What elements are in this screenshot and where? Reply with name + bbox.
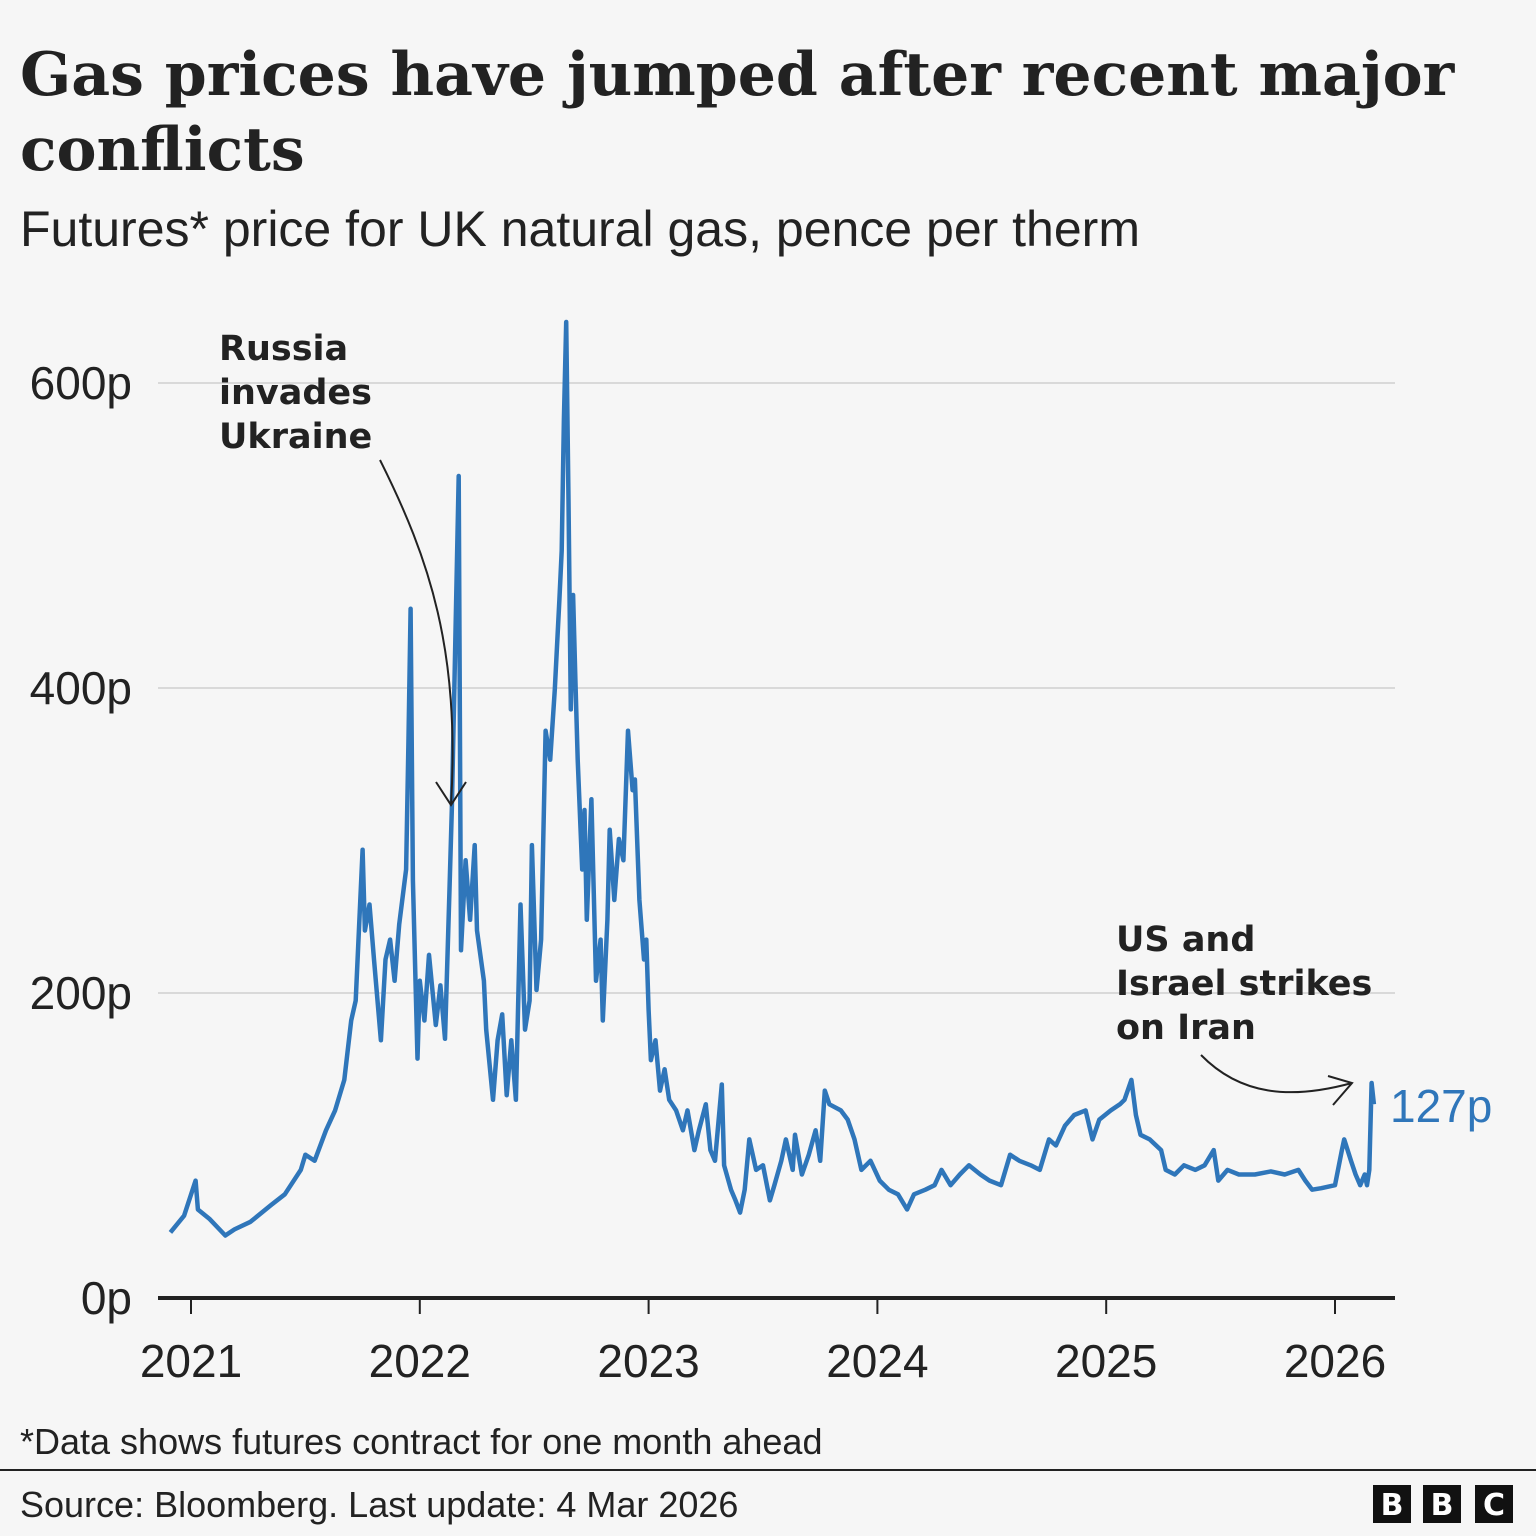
annotation-iran: US and Israel strikes on Iran xyxy=(1116,920,1372,1106)
annotation-russia: Russia invades Ukraine xyxy=(219,329,467,807)
annotation-iran-arrow-icon xyxy=(1200,1054,1354,1106)
annotation-russia-arrow-icon xyxy=(379,459,467,807)
annotation-iran-line-3: on Iran xyxy=(1116,1008,1256,1048)
annotation-russia-line-1: Russia xyxy=(219,329,348,369)
chart-subtitle: Futures* price for UK natural gas, pence… xyxy=(20,201,1140,257)
bbc-logo-letter-3: C xyxy=(1483,1488,1505,1523)
series-line-gas-price xyxy=(168,319,1377,1238)
bbc-logo-letter-2: B xyxy=(1431,1488,1454,1523)
y-axis-tick-labels: 0p 200p 400p 600p xyxy=(30,357,132,1324)
footnote: *Data shows futures contract for one mon… xyxy=(20,1421,822,1462)
y-tick-label: 400p xyxy=(30,662,132,714)
x-tick-label: 2021 xyxy=(140,1335,242,1387)
y-tick-label: 200p xyxy=(30,967,132,1019)
gridlines xyxy=(158,382,1395,994)
y-tick-label: 600p xyxy=(30,357,132,409)
bbc-logo-letter-1: B xyxy=(1381,1488,1404,1523)
y-tick-label: 0p xyxy=(81,1272,132,1324)
x-tick-label: 2023 xyxy=(597,1335,699,1387)
chart-title-line-2: conflicts xyxy=(20,115,305,185)
x-tick-label: 2024 xyxy=(826,1335,928,1387)
x-tick-label: 2026 xyxy=(1284,1335,1386,1387)
x-tick-label: 2025 xyxy=(1055,1335,1157,1387)
end-value-label: 127p xyxy=(1390,1080,1492,1132)
source-text: Source: Bloomberg. Last update: 4 Mar 20… xyxy=(20,1484,738,1525)
x-axis: 2021 2022 2023 2024 2025 2026 xyxy=(140,1296,1395,1387)
x-tick-label: 2022 xyxy=(369,1335,471,1387)
annotation-iran-line-2: Israel strikes xyxy=(1116,964,1372,1004)
annotation-russia-line-3: Ukraine xyxy=(219,417,372,457)
annotation-russia-line-2: invades xyxy=(219,373,372,413)
annotation-iran-line-1: US and xyxy=(1116,920,1255,960)
chart-title-line-1: Gas prices have jumped after recent majo… xyxy=(20,40,1456,110)
bbc-logo: B B C xyxy=(1373,1485,1513,1523)
